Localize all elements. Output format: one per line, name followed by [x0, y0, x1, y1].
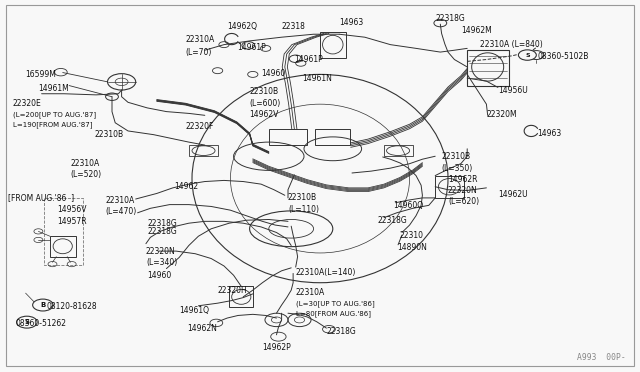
Text: 22310A: 22310A [106, 196, 135, 205]
Text: (L=350): (L=350) [442, 164, 473, 173]
Text: 14960: 14960 [147, 271, 172, 280]
Text: 14962M: 14962M [461, 26, 492, 35]
Text: (L=520): (L=520) [70, 170, 102, 179]
Text: 16599M: 16599M [26, 70, 56, 79]
Text: 22310: 22310 [400, 231, 424, 240]
Text: 14962R: 14962R [448, 175, 477, 184]
Text: S: S [525, 52, 530, 58]
Text: 14962N: 14962N [187, 324, 217, 333]
Text: 22320M: 22320M [486, 110, 517, 119]
Text: 22318G: 22318G [435, 14, 465, 23]
Text: 22318G: 22318G [147, 219, 177, 228]
Text: 14963: 14963 [339, 18, 364, 27]
Text: 14962: 14962 [174, 182, 198, 190]
Bar [189, 145, 218, 156]
Text: 22318: 22318 [282, 22, 305, 31]
Circle shape [518, 50, 536, 60]
Text: 22320E: 22320E [13, 99, 42, 108]
Text: 14962U: 14962U [498, 190, 527, 199]
Text: 22310B: 22310B [288, 193, 317, 202]
Text: (L=340): (L=340) [146, 258, 177, 267]
Text: A993  00P-: A993 00P- [577, 353, 626, 362]
Text: 22320F: 22320F [186, 122, 214, 131]
Bar [467, 50, 509, 86]
Text: (L=110): (L=110) [288, 205, 319, 214]
Text: 14962V: 14962V [250, 110, 279, 119]
Text: L=190[FROM AUG.'87]: L=190[FROM AUG.'87] [13, 121, 92, 128]
Circle shape [33, 299, 53, 311]
Text: 14963: 14963 [538, 129, 562, 138]
Text: 14962P: 14962P [262, 343, 291, 352]
Bar [435, 176, 464, 198]
Text: 14961P: 14961P [294, 55, 323, 64]
Text: (L=30[UP TO AUG.'86]: (L=30[UP TO AUG.'86] [296, 300, 374, 307]
Bar [384, 145, 413, 156]
Bar [229, 286, 253, 307]
Text: 14956U: 14956U [498, 86, 527, 94]
Text: 14961M: 14961M [38, 84, 69, 93]
Text: 14961P: 14961P [237, 43, 266, 52]
Text: 14961Q: 14961Q [179, 306, 209, 315]
Text: L=80[FROM AUG.'86]: L=80[FROM AUG.'86] [296, 310, 371, 317]
Text: 22318G: 22318G [326, 327, 356, 336]
Text: 14960: 14960 [261, 69, 285, 78]
Bar [320, 32, 346, 58]
Text: (L=70): (L=70) [186, 48, 212, 57]
Text: (L=470): (L=470) [106, 207, 137, 216]
Bar [269, 129, 307, 145]
Text: B: B [40, 302, 45, 308]
Text: 14957R: 14957R [58, 217, 87, 226]
Bar [50, 236, 76, 257]
Text: 22318G: 22318G [147, 227, 177, 236]
Text: 22310B: 22310B [250, 87, 279, 96]
Text: (L=200[UP TO AUG.'87]: (L=200[UP TO AUG.'87] [13, 111, 96, 118]
Text: 08120-81628: 08120-81628 [46, 302, 97, 311]
Text: (L=620): (L=620) [448, 197, 479, 206]
Text: 22310A: 22310A [186, 35, 215, 44]
Text: 22310B: 22310B [95, 130, 124, 139]
Text: 22310B: 22310B [442, 152, 471, 161]
Text: [FROM AUG.'86  ]: [FROM AUG.'86 ] [8, 193, 74, 202]
Text: 22320N: 22320N [146, 247, 175, 256]
Text: 14962Q: 14962Q [227, 22, 257, 31]
Text: 22310A: 22310A [70, 159, 100, 168]
Text: 08360-51262: 08360-51262 [16, 319, 67, 328]
Text: 22318G: 22318G [378, 216, 407, 225]
Text: 14960Q: 14960Q [394, 201, 424, 210]
Text: 08360-5102B: 08360-5102B [538, 52, 589, 61]
Text: 22310A (L=840): 22310A (L=840) [480, 40, 543, 49]
Text: 14961N: 14961N [302, 74, 332, 83]
Text: S: S [24, 319, 29, 325]
Text: 14890N: 14890N [397, 243, 427, 252]
Text: 22320H: 22320H [218, 286, 247, 295]
Text: 14956V: 14956V [58, 205, 87, 214]
Text: 22320N: 22320N [448, 186, 477, 195]
Text: 22310A: 22310A [296, 288, 325, 296]
Text: 22310A(L=140): 22310A(L=140) [296, 268, 356, 277]
Text: (L=600): (L=600) [250, 99, 281, 108]
Bar [315, 129, 350, 145]
Circle shape [17, 316, 37, 328]
